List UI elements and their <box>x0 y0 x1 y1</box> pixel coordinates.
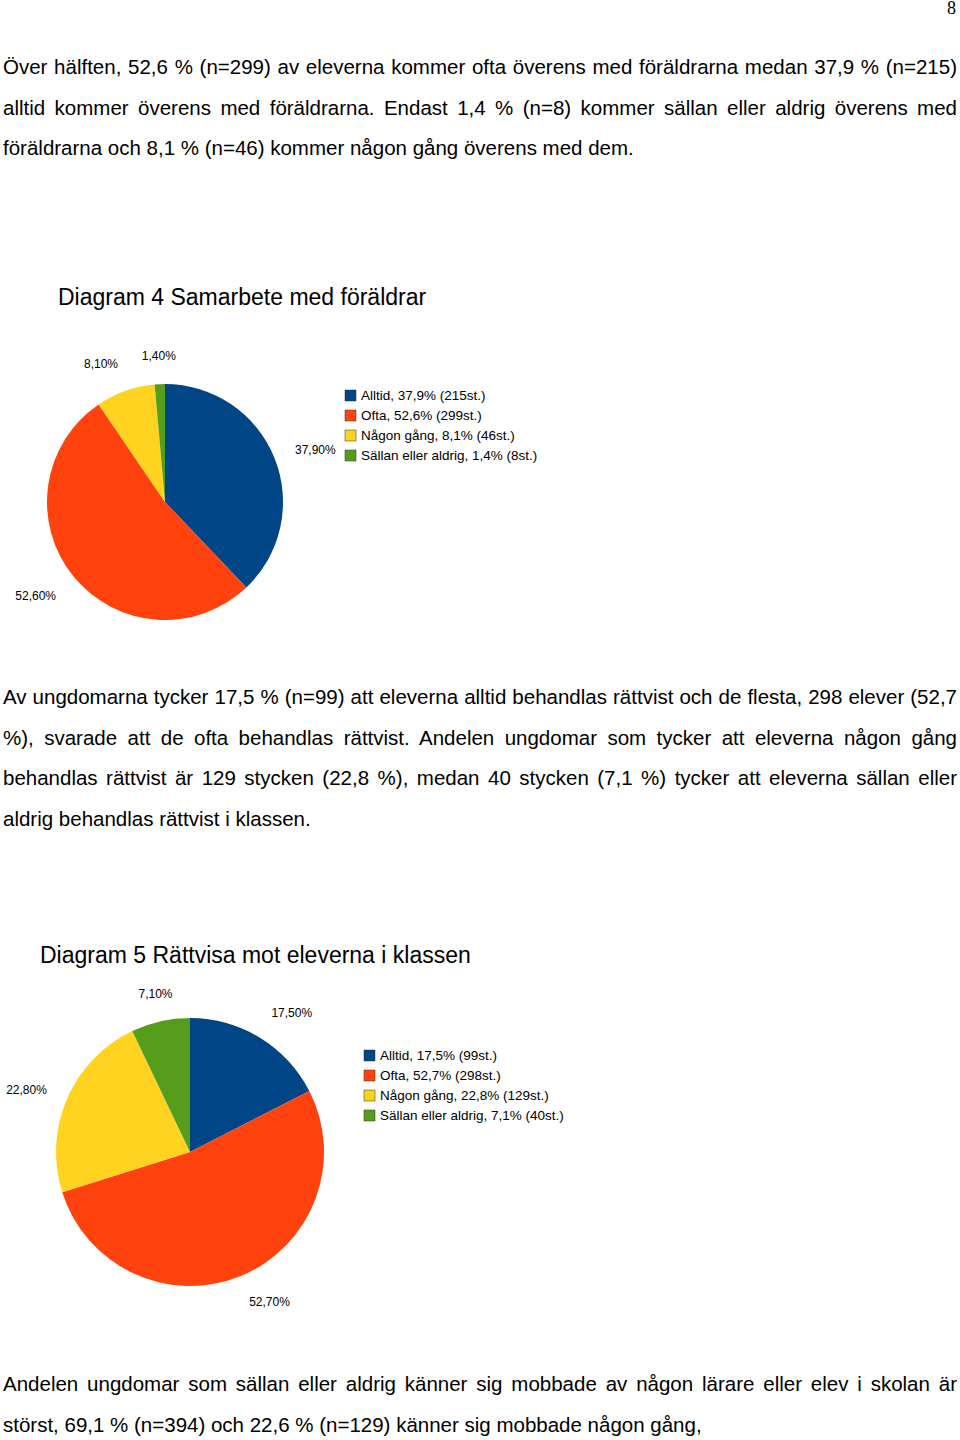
legend-label: Ofta, 52,6% (299st.) <box>361 408 482 423</box>
chart-title: Diagram 4 Samarbete med föräldrar <box>58 284 426 310</box>
legend-swatch <box>345 430 356 441</box>
paragraph: Andelen ungdomar som sällan eller aldrig… <box>3 1364 957 1440</box>
data-label: 37,90% <box>295 443 336 457</box>
legend-label: Alltid, 17,5% (99st.) <box>380 1048 497 1063</box>
legend-label: Någon gång, 8,1% (46st.) <box>361 428 515 443</box>
legend-swatch <box>345 390 356 401</box>
pie-slice <box>155 384 165 502</box>
data-label: 8,10% <box>84 357 118 371</box>
page-number: 8 <box>947 0 956 19</box>
data-label: 52,70% <box>249 1295 290 1309</box>
legend-swatch <box>345 410 356 421</box>
legend-label: Sällan eller aldrig, 1,4% (8st.) <box>361 448 537 463</box>
legend-label: Ofta, 52,7% (298st.) <box>380 1068 501 1083</box>
pie-chart: Diagram 5 Rättvisa mot eleverna i klasse… <box>6 942 564 1309</box>
legend-label: Sällan eller aldrig, 7,1% (40st.) <box>380 1108 564 1123</box>
legend-label: Någon gång, 22,8% (129st.) <box>380 1088 549 1103</box>
slices <box>47 384 283 620</box>
legend: Alltid, 17,5% (99st.) Ofta, 52,7% (298st.… <box>364 1048 564 1123</box>
legend-swatch <box>345 450 356 461</box>
paragraph: Över hälften, 52,6 % (n=299) av eleverna… <box>3 47 957 169</box>
data-label: 52,60% <box>15 589 56 603</box>
legend: Alltid, 37,9% (215st.) Ofta, 52,6% (299st… <box>345 388 537 463</box>
data-label: 22,80% <box>6 1083 47 1097</box>
charts: Diagram 4 Samarbete med föräldrar 37,90% 5… <box>0 0 960 1440</box>
slices <box>56 1018 324 1286</box>
legend-swatch <box>364 1050 375 1061</box>
legend-swatch <box>364 1070 375 1081</box>
paragraph: Av ungdomarna tycker 17,5 % (n=99) att e… <box>3 677 957 839</box>
legend-label: Alltid, 37,9% (215st.) <box>361 388 486 403</box>
legend-swatch <box>364 1110 375 1121</box>
pie-chart: Diagram 4 Samarbete med föräldrar 37,90% 5… <box>15 284 537 620</box>
legend-swatch <box>364 1090 375 1101</box>
data-label: 17,50% <box>271 1006 312 1020</box>
data-label: 1,40% <box>142 349 176 363</box>
pie-slice <box>99 384 165 502</box>
data-label: 7,10% <box>139 987 173 1001</box>
chart-title: Diagram 5 Rättvisa mot eleverna i klasse… <box>40 942 471 968</box>
pie-slice <box>132 1018 190 1152</box>
